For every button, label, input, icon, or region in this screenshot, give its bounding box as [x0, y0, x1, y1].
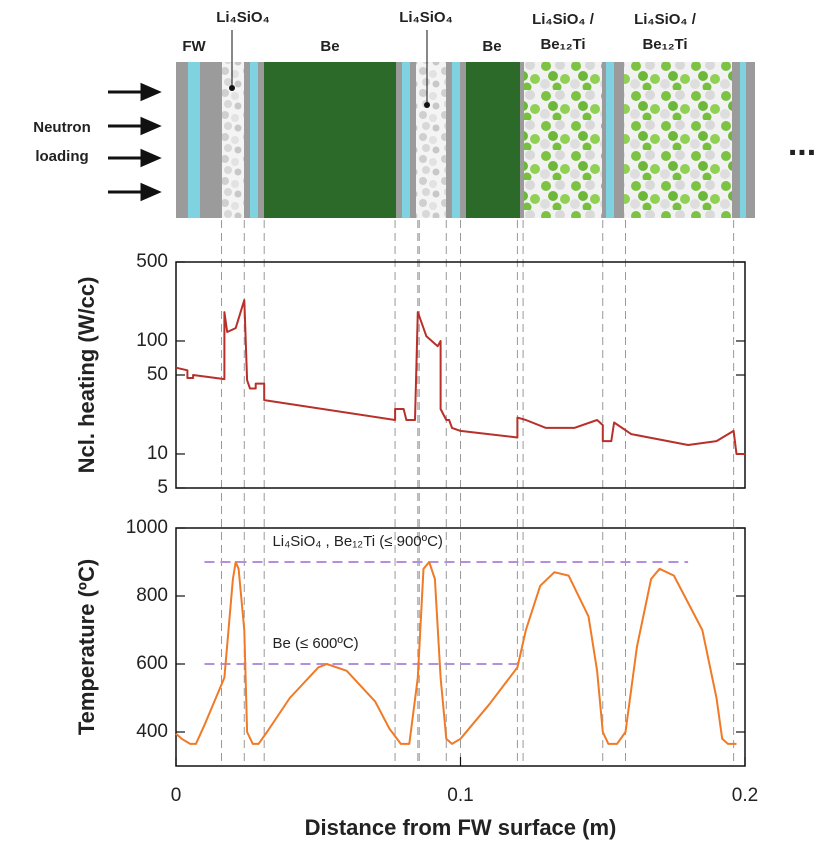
layer-label: Li₄SiO₄ [216, 9, 269, 26]
side-label: Neutron [33, 119, 91, 136]
side-label: loading [35, 148, 88, 165]
limit-label: Li₄SiO₄ , Be₁₂Ti (≤ 900ºC) [272, 533, 443, 550]
blanket-diagram: FW Li₄SiO₄ Be Li₄SiO₄ Be Li₄SiO₄ / Be₁₂T… [33, 9, 816, 218]
y-tick-label: 5 [157, 477, 168, 498]
limit-label: Be (≤ 600ºC) [272, 635, 358, 652]
data-line [175, 561, 737, 745]
y-axis-label: Temperature (ºC) [74, 559, 99, 735]
data-line [175, 299, 745, 455]
y-tick-label: 100 [136, 330, 168, 351]
layer-label: Be₁₂Ti [642, 36, 687, 53]
layer-label: Li₄SiO₄ / [634, 11, 697, 28]
y-tick-label: 1000 [126, 517, 168, 538]
layer-label: Be [320, 38, 339, 55]
x-tick-label: 0.2 [732, 785, 758, 806]
x-axis-label: Distance from FW surface (m) [305, 815, 617, 840]
layer-label: Be [482, 38, 501, 55]
layer-label: Be₁₂Ti [540, 36, 585, 53]
y-axis-label: Ncl. heating (W/cc) [74, 277, 99, 474]
layer-label: FW [182, 38, 206, 55]
x-tick-label: 0 [171, 785, 182, 806]
layer-label: Li₄SiO₄ [399, 9, 452, 26]
continuation: ... [788, 125, 816, 163]
y-tick-label: 400 [136, 721, 168, 742]
y-tick-label: 800 [136, 585, 168, 606]
y-tick-label: 10 [147, 443, 168, 464]
y-tick-label: 600 [136, 653, 168, 674]
y-tick-label: 500 [136, 251, 168, 272]
x-tick-label: 0.1 [447, 785, 473, 806]
layer-label: Li₄SiO₄ / [532, 11, 595, 28]
y-tick-label: 50 [147, 364, 168, 385]
